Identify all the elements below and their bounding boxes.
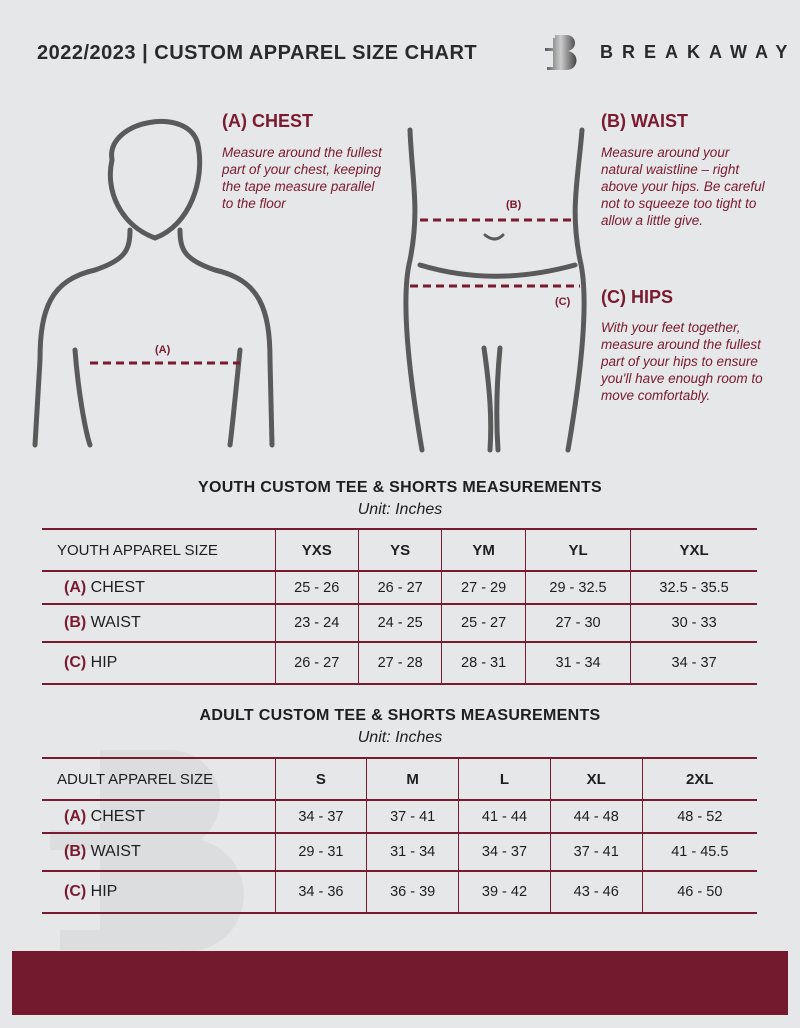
- waist-heading: (B) WAIST: [601, 111, 688, 131]
- measurement-name: HIP: [90, 883, 118, 900]
- adult-table-title: ADULT CUSTOM TEE & SHORTS MEASUREMENTS: [199, 707, 601, 724]
- table-row: (A) CHEST 25 - 26 26 - 27 27 - 29 29 - 32.5 3…: [42, 571, 757, 605]
- page-title: 2022/2023 | CUSTOM APPAREL SIZE CHART: [37, 42, 478, 64]
- size-column-header: YXS: [274, 528, 359, 572]
- measurement-name: CHEST: [90, 578, 145, 596]
- table-cell: 24 - 25: [357, 604, 442, 643]
- table-cell: 23 - 24: [274, 604, 359, 643]
- waist-description: Measure around your natural waistline – …: [601, 145, 765, 228]
- youth-size-table: YOUTH APPAREL SIZE YXS YS YM YL YXL (A) CHEST 2…: [42, 528, 757, 685]
- table-cell: 46 - 50: [641, 871, 757, 914]
- table-cell: 29 - 31: [274, 833, 367, 872]
- hips-marker: (C): [555, 296, 571, 308]
- measurement-tag: (C): [64, 883, 87, 900]
- table-cell: 27 - 29: [441, 571, 526, 605]
- measurement-name: CHEST: [90, 807, 145, 825]
- table-cell: 41 - 44: [458, 800, 551, 834]
- measurement-label: (A) CHEST: [42, 571, 275, 605]
- measurement-label: (C) HIP: [42, 871, 275, 914]
- size-column-header: S: [274, 757, 367, 801]
- size-column-header: YS: [357, 528, 442, 572]
- measurement-label: (B) WAIST: [42, 833, 275, 872]
- waist-marker: (B): [506, 199, 522, 211]
- table-cell: 39 - 42: [458, 871, 551, 914]
- table-cell: 37 - 41: [366, 800, 459, 834]
- table-cell: 30 - 33: [630, 604, 757, 643]
- measurement-label: (C) HIP: [42, 642, 275, 685]
- table-cell: 34 - 36: [274, 871, 367, 914]
- measurement-label: (A) CHEST: [42, 800, 275, 834]
- table-cell: 43 - 46: [549, 871, 643, 914]
- table-cell: 31 - 34: [366, 833, 459, 872]
- hips-heading: (C) HIPS: [601, 287, 673, 307]
- footer-bar: [12, 951, 788, 1015]
- table-cell: 37 - 41: [549, 833, 643, 872]
- measurement-tag: (B): [64, 614, 87, 631]
- table-cell: 34 - 37: [458, 833, 551, 872]
- table-row: (B) WAIST 29 - 31 31 - 34 34 - 37 37 - 41 41 …: [42, 833, 757, 872]
- table-cell: 25 - 27: [441, 604, 526, 643]
- size-header: ADULT APPAREL SIZE: [42, 757, 275, 801]
- table-cell: 27 - 30: [524, 604, 631, 643]
- youth-table-title: YOUTH CUSTOM TEE & SHORTS MEASUREMENTS: [197, 479, 603, 496]
- table-cell: 28 - 31: [441, 642, 526, 685]
- table-header-row: ADULT APPAREL SIZE S M L XL 2XL: [42, 757, 757, 801]
- measurement-name: HIP: [90, 654, 118, 671]
- size-column-header: 2XL: [641, 757, 757, 801]
- table-cell: 36 - 39: [366, 871, 459, 914]
- chest-description: Measure around the fullest part of your …: [222, 145, 382, 211]
- brand-name: BREAKAWAY: [600, 42, 797, 62]
- measurement-name: WAIST: [90, 614, 141, 631]
- table-cell: 48 - 52: [641, 800, 757, 834]
- table-cell: 34 - 37: [274, 800, 367, 834]
- size-column-header: XL: [549, 757, 643, 801]
- size-column-header: YXL: [630, 528, 757, 572]
- table-cell: 32.5 - 35.5: [630, 571, 757, 605]
- size-header: YOUTH APPAREL SIZE: [42, 528, 275, 572]
- table-cell: 41 - 45.5: [641, 833, 757, 872]
- hips-description: With your feet together, measure around …: [601, 320, 763, 403]
- size-column-header: YM: [441, 528, 526, 572]
- measurement-tag: (B): [64, 843, 87, 860]
- table-cell: 44 - 48: [549, 800, 643, 834]
- table-cell: 26 - 27: [274, 642, 359, 685]
- measurement-label: (B) WAIST: [42, 604, 275, 643]
- table-cell: 26 - 27: [357, 571, 442, 605]
- head-outline: [107, 119, 203, 241]
- table-row: (B) WAIST 23 - 24 24 - 25 25 - 27 27 - 30 30 …: [42, 604, 757, 643]
- measurement-name: WAIST: [90, 843, 141, 860]
- table-cell: 34 - 37: [630, 642, 757, 685]
- youth-table-unit: Unit: Inches: [357, 501, 443, 518]
- adult-table-unit: Unit: Inches: [357, 729, 443, 746]
- measurement-tag: (C): [64, 654, 87, 671]
- table-cell: 31 - 34: [524, 642, 631, 685]
- body-figures: [32, 119, 587, 453]
- table-cell: 25 - 26: [274, 571, 359, 605]
- size-column-header: M: [366, 757, 459, 801]
- table-header-row: YOUTH APPAREL SIZE YXS YS YM YL YXL: [42, 528, 757, 572]
- chest-heading: (A) CHEST: [222, 111, 313, 131]
- table-row: (A) CHEST 34 - 37 37 - 41 41 - 44 44 - 48 48 …: [42, 800, 757, 834]
- table-cell: 29 - 32.5: [524, 571, 631, 605]
- size-column-header: YL: [524, 528, 631, 572]
- table-cell: 27 - 28: [357, 642, 442, 685]
- breakaway-logo-icon: [545, 35, 577, 70]
- table-row: (C) HIP 34 - 36 36 - 39 39 - 42 43 - 46 46 - …: [42, 871, 757, 914]
- measurement-tag: (A): [64, 578, 87, 596]
- adult-size-table: ADULT APPAREL SIZE S M L XL 2XL (A) CHEST 34 - …: [42, 757, 757, 914]
- measurement-tag: (A): [64, 807, 87, 825]
- chest-marker: (A): [155, 344, 171, 356]
- table-row: (C) HIP 26 - 27 27 - 28 28 - 31 31 - 34 34 - …: [42, 642, 757, 685]
- size-column-header: L: [458, 757, 551, 801]
